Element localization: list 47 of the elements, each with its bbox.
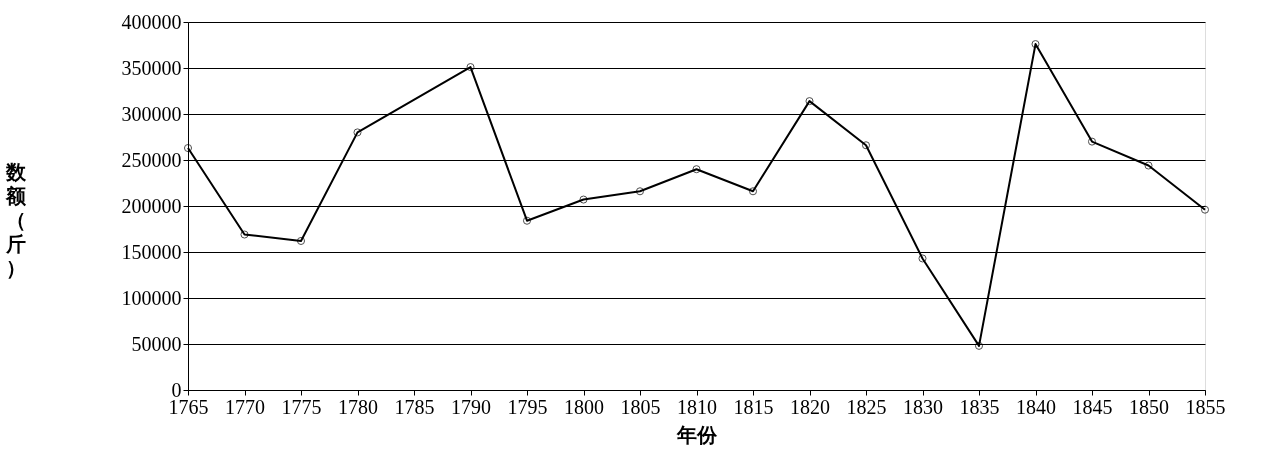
point bbox=[296, 236, 306, 245]
point bbox=[522, 216, 532, 225]
x-tick-label: 1800 bbox=[564, 395, 604, 418]
x-tick-label: 1840 bbox=[1016, 395, 1056, 418]
x-tick-label: 1805 bbox=[620, 395, 661, 418]
x-tick-label: 1835 bbox=[959, 395, 1000, 418]
point bbox=[353, 128, 362, 137]
point bbox=[635, 187, 645, 196]
y-tick-label: 0 bbox=[171, 378, 182, 401]
point bbox=[861, 141, 871, 150]
y-tick-label: 50000 bbox=[131, 332, 182, 355]
x-tick-label: 1795 bbox=[507, 395, 548, 418]
x-tick-label: 1850 bbox=[1129, 395, 1169, 418]
x-tick-label: 1845 bbox=[1072, 395, 1113, 418]
point bbox=[748, 187, 758, 196]
y-axis-title: 数额（斤） bbox=[4, 160, 27, 279]
point bbox=[974, 341, 984, 350]
point bbox=[805, 97, 814, 106]
x-tick-label: 1785 bbox=[394, 395, 435, 418]
point bbox=[1200, 205, 1210, 214]
point bbox=[1144, 161, 1153, 170]
x-tick-label: 1820 bbox=[790, 395, 830, 418]
point bbox=[466, 63, 475, 72]
point bbox=[240, 230, 249, 239]
x-tick-label: 1810 bbox=[677, 395, 717, 418]
x-tick-label: 1780 bbox=[338, 395, 378, 418]
x-tick-label: 1830 bbox=[903, 395, 943, 418]
point bbox=[579, 195, 588, 204]
point bbox=[692, 165, 701, 174]
y-tick-label: 400000 bbox=[121, 10, 182, 33]
point bbox=[183, 144, 193, 153]
x-tick-label: 1825 bbox=[846, 395, 887, 418]
x-tick-label: 1790 bbox=[451, 395, 491, 418]
point bbox=[1087, 137, 1097, 146]
point bbox=[1031, 40, 1040, 49]
y-tick-label: 150000 bbox=[121, 240, 182, 263]
x-tick-label: 1770 bbox=[225, 395, 265, 418]
x-tick-label: 1855 bbox=[1185, 395, 1226, 418]
point bbox=[918, 254, 927, 263]
y-tick-label: 350000 bbox=[121, 56, 182, 79]
x-tick-label: 1815 bbox=[733, 395, 774, 418]
x-tick-label: 1775 bbox=[281, 395, 322, 418]
y-tick-label: 100000 bbox=[121, 286, 182, 309]
y-tick-label: 300000 bbox=[121, 102, 182, 125]
y-tick-label: 250000 bbox=[121, 148, 182, 171]
y-tick-label: 200000 bbox=[121, 194, 182, 217]
x-axis-title: 年份 bbox=[676, 423, 718, 446]
